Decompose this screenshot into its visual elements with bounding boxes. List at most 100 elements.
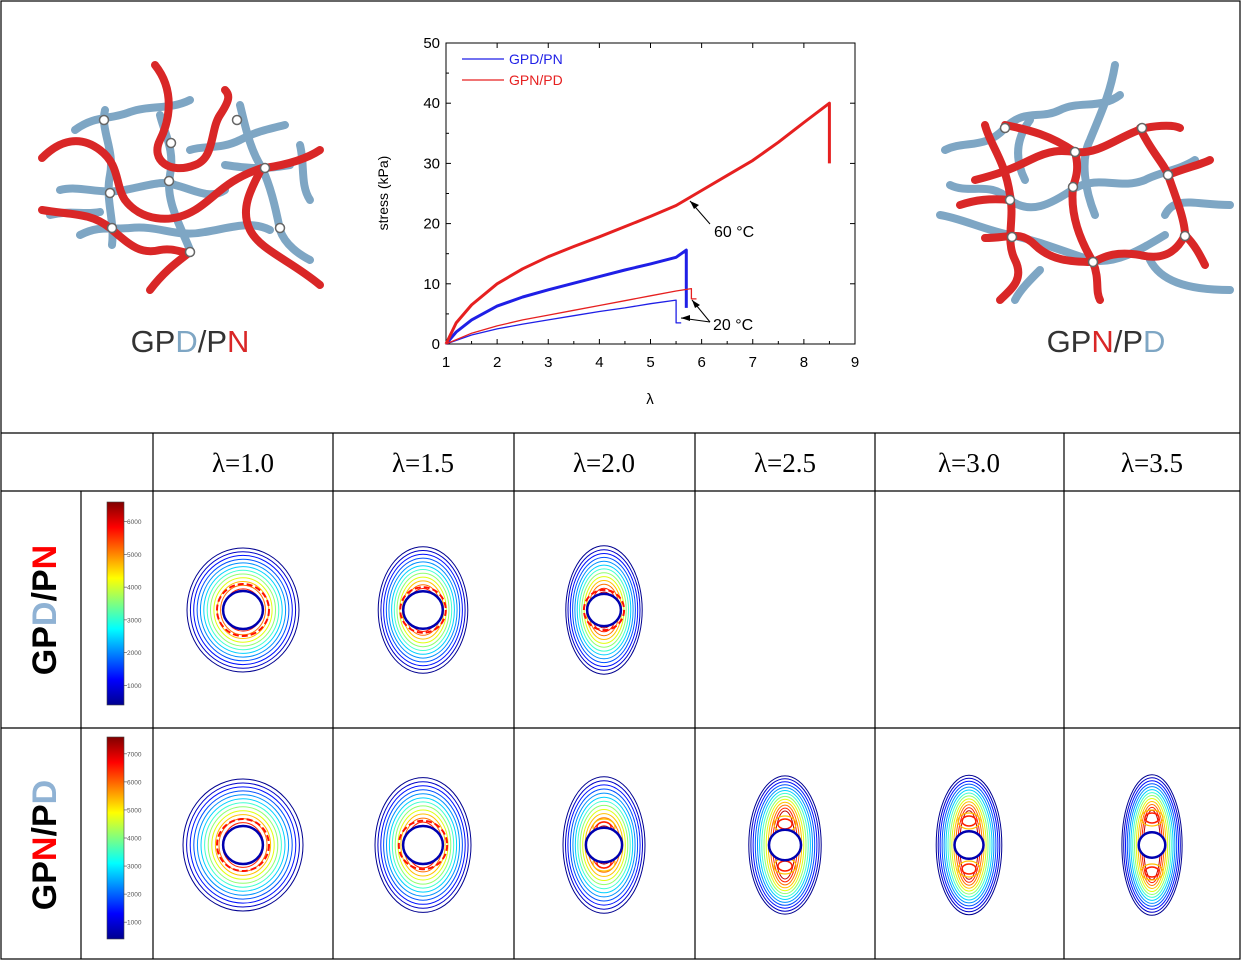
contour-line xyxy=(567,784,641,906)
contour-line xyxy=(204,802,282,888)
colorbar-tick-label: 1000 xyxy=(127,683,142,690)
row-label-part: GP xyxy=(26,861,64,910)
contour-map xyxy=(1121,774,1183,916)
contour-map xyxy=(562,776,646,914)
hole xyxy=(221,589,265,631)
contour-map xyxy=(748,775,822,915)
hot-spot xyxy=(961,815,977,827)
contour-line xyxy=(207,806,279,884)
contour-line xyxy=(374,777,472,913)
colorbar-ticks: 6000 5000 4000 3000 2000 1000 xyxy=(124,519,142,690)
network-left-red-chains xyxy=(38,61,324,294)
header-cell: λ=1.5 xyxy=(392,448,454,478)
contour-line xyxy=(203,566,283,654)
y-axis: 0 10 20 30 40 50 xyxy=(423,35,855,353)
contour-line xyxy=(752,781,818,909)
series-layer xyxy=(444,101,831,345)
network-right-label-part: D xyxy=(1143,324,1165,359)
hole xyxy=(1137,831,1167,859)
contour-line xyxy=(200,798,286,892)
contour-map xyxy=(565,545,643,675)
network-left-label-part: /P xyxy=(198,324,227,359)
hot-spot xyxy=(777,860,793,872)
legend-label: GPN/PD xyxy=(509,72,563,88)
colorbar-tick-label: 7000 xyxy=(127,751,142,758)
series-line-3 xyxy=(445,287,697,345)
network-left-label-part: GP xyxy=(131,324,176,359)
row-label-part: N xyxy=(26,837,64,862)
contour-line xyxy=(380,550,466,670)
hot-spot-ring xyxy=(957,860,981,878)
y-axis-label: stress (kPa) xyxy=(375,156,391,231)
contour-line xyxy=(569,788,639,902)
series-line-2 xyxy=(445,299,682,345)
contour-line xyxy=(949,795,989,895)
hot-ring xyxy=(399,586,447,634)
hot-spot xyxy=(1144,812,1160,824)
contour-line xyxy=(186,782,300,908)
contour-line xyxy=(189,551,297,669)
hole xyxy=(584,826,624,864)
contour-line xyxy=(391,801,455,889)
contour-line xyxy=(572,792,636,898)
hot-ring xyxy=(216,818,270,872)
contour-line xyxy=(937,777,1001,913)
contour-line xyxy=(576,564,632,656)
x-tick-label: 1 xyxy=(442,354,450,371)
colorbar-tick-label: 3000 xyxy=(127,864,142,871)
row-label-part: /P xyxy=(26,804,64,836)
contour-line xyxy=(193,790,293,900)
colorbar-gradient xyxy=(106,736,125,940)
contour-map xyxy=(186,547,300,673)
hot-spot xyxy=(777,818,793,830)
y-tick-label: 50 xyxy=(423,35,440,52)
x-tick-label: 5 xyxy=(646,354,654,371)
contour-line xyxy=(394,805,452,885)
x-tick-label: 7 xyxy=(749,354,757,371)
contour-line xyxy=(196,794,290,896)
contour-line xyxy=(383,553,463,667)
contour-line xyxy=(211,810,275,880)
contour-line xyxy=(213,577,273,643)
header-cell: λ=2.5 xyxy=(754,448,816,478)
network-right-label-part: N xyxy=(1091,324,1113,359)
contour-line xyxy=(574,560,634,660)
contour-line xyxy=(947,792,991,898)
hot-ring xyxy=(216,583,270,637)
contour-line xyxy=(182,778,304,912)
annotation-60C: 60 °C xyxy=(689,200,754,241)
contour-line xyxy=(220,584,266,636)
network-right-red-chains xyxy=(956,121,1214,304)
contour-line xyxy=(1126,783,1178,907)
hot-spot-ring xyxy=(957,812,981,830)
colorbar-tick-label: 6000 xyxy=(127,779,142,786)
y-tick-label: 10 xyxy=(423,276,440,293)
x-tick-label: 6 xyxy=(697,354,705,371)
contour-line xyxy=(763,795,807,895)
contour-line xyxy=(199,562,287,658)
contour-line xyxy=(574,796,634,894)
contour-line xyxy=(380,785,466,905)
contour-line xyxy=(393,569,453,651)
contour-line xyxy=(206,569,280,651)
colorbar-tick-label: 2000 xyxy=(127,892,142,899)
contour-line xyxy=(1132,792,1172,898)
row-label-part: D xyxy=(26,602,64,627)
row-label-part: D xyxy=(26,780,64,805)
x-axis: 1 2 3 4 5 6 7 8 9 xyxy=(442,43,859,371)
contour-line xyxy=(189,786,297,904)
network-left-crosslinks xyxy=(98,114,286,258)
network-right: GPN/PD xyxy=(936,61,1234,359)
contour-line xyxy=(941,783,997,907)
hot-ring xyxy=(397,819,449,871)
annotation-20C: 20 °C xyxy=(680,299,753,334)
contour-line xyxy=(945,789,993,901)
contour-line xyxy=(569,553,639,667)
header-cell: λ=2.0 xyxy=(573,448,635,478)
contour-line xyxy=(386,793,460,897)
contour-line xyxy=(759,790,811,900)
contour-line xyxy=(388,797,458,893)
contour-line xyxy=(577,800,631,890)
